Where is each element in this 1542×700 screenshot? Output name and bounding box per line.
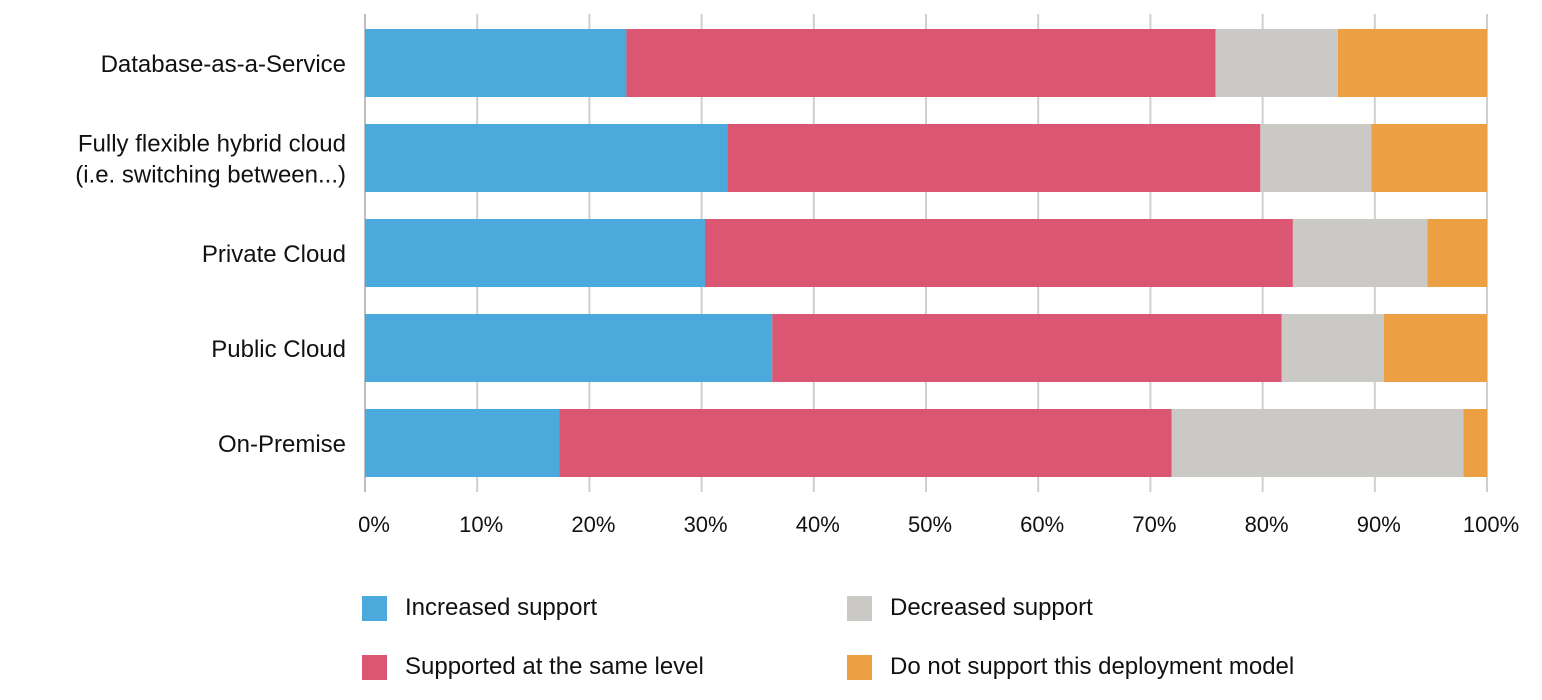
category-label: On-Premise (218, 431, 346, 458)
bar-segment (1215, 29, 1338, 97)
bar-segment (704, 219, 1293, 287)
category-label: Fully flexible hybrid cloud (78, 131, 346, 158)
bar-segment (365, 29, 627, 97)
x-tick-label: 70% (1132, 512, 1176, 537)
category-label: Database-as-a-Service (101, 51, 346, 78)
bar-segment (559, 409, 1172, 477)
x-tick-label: 90% (1357, 512, 1401, 537)
bar-segment (1427, 219, 1487, 287)
bar-segment (365, 314, 773, 382)
category-label: Private Cloud (202, 241, 346, 268)
x-tick-label: 0% (358, 512, 390, 537)
bar-segment (1171, 409, 1464, 477)
bar-segment (365, 219, 705, 287)
x-tick-label: 50% (908, 512, 952, 537)
x-tick-label: 30% (684, 512, 728, 537)
category-labels: Database-as-a-Service Fully flexible hybr… (75, 51, 346, 458)
x-tick-label: 60% (1020, 512, 1064, 537)
x-axis-tick-labels: 0% 10% 20% 30% 40% 50% 60% 70% 80% 90% 100% (358, 512, 1519, 537)
x-tick-label: 40% (796, 512, 840, 537)
bar-segment (365, 124, 728, 192)
bar-segment (772, 314, 1282, 382)
x-tick-label: 10% (459, 512, 503, 537)
category-label: (i.e. switching between...) (75, 162, 346, 189)
x-tick-label: 20% (571, 512, 615, 537)
bar-segment (1281, 314, 1384, 382)
bar-segment (727, 124, 1261, 192)
bar-segment (1337, 29, 1487, 97)
bar-segment (1260, 124, 1372, 192)
bar-segment (1463, 409, 1487, 477)
category-label: Public Cloud (211, 336, 346, 363)
x-tick-label: 80% (1245, 512, 1289, 537)
bar-segment (1383, 314, 1487, 382)
bar-segment (365, 409, 560, 477)
bars-group (365, 29, 1487, 477)
bar-segment (1292, 219, 1428, 287)
bar-segment (626, 29, 1216, 97)
bar-segment (1371, 124, 1487, 192)
x-tick-label: 100% (1463, 512, 1519, 537)
